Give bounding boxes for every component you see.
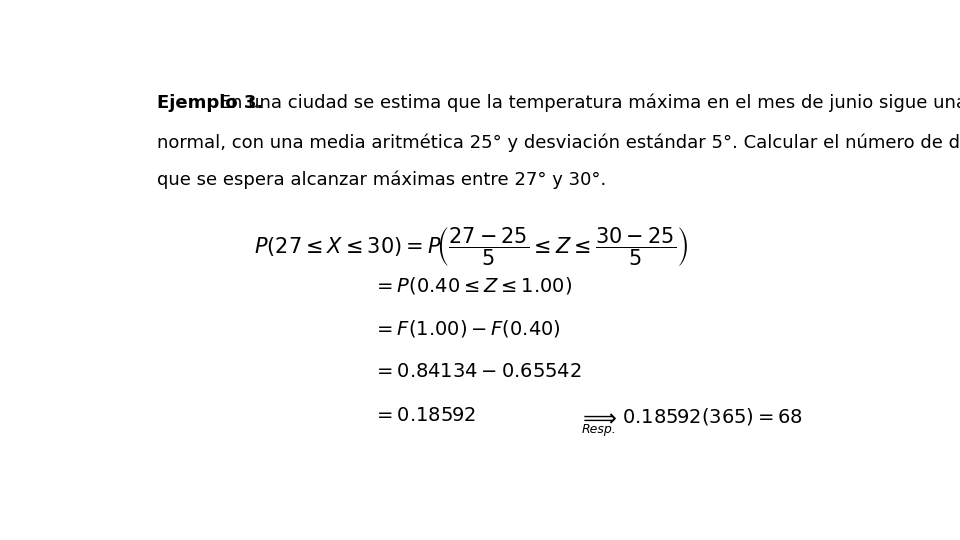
Text: $= P(0.40 \leq Z \leq 1.00)$: $= P(0.40 \leq Z \leq 1.00)$ <box>372 275 572 296</box>
Text: En una ciudad se estima que la temperatura máxima en el mes de junio sigue una d: En una ciudad se estima que la temperatu… <box>214 94 960 112</box>
Text: Ejemplo 3.: Ejemplo 3. <box>157 94 263 112</box>
Text: Resp.: Resp. <box>582 423 616 436</box>
Text: que se espera alcanzar máximas entre 27° y 30°.: que se espera alcanzar máximas entre 27°… <box>157 171 607 190</box>
Text: normal, con una media aritmética 25° y desviación estándar 5°. Calcular el númer: normal, con una media aritmética 25° y d… <box>157 133 960 152</box>
Text: $P(27 \leq X \leq 30) = P\!\left(\dfrac{27-25}{5} \leq Z \leq \dfrac{30-25}{5}\r: $P(27 \leq X \leq 30) = P\!\left(\dfrac{… <box>253 225 688 268</box>
Text: $= F(1.00) - F(0.40)$: $= F(1.00) - F(0.40)$ <box>372 319 561 340</box>
Text: $0.18592(365) = 68$: $0.18592(365) = 68$ <box>622 406 804 427</box>
Text: $\Longrightarrow$: $\Longrightarrow$ <box>578 406 617 430</box>
Text: $= 0.84134 - 0.65542$: $= 0.84134 - 0.65542$ <box>372 362 582 381</box>
Text: $= 0.18592$: $= 0.18592$ <box>372 406 476 425</box>
